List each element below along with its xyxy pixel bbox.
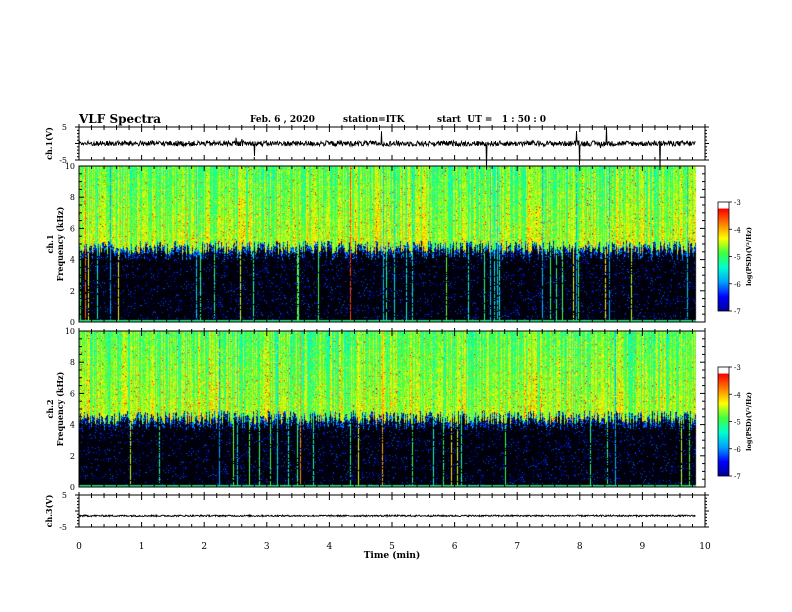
x-axis-label: Time (min) xyxy=(364,550,421,561)
y-tick-label: 5 xyxy=(62,123,67,132)
spectrogram-ch2-image xyxy=(79,331,705,487)
y-axis-label: ch.3(V) xyxy=(44,494,54,527)
x-tick-label: 5 xyxy=(389,542,395,552)
y-tick-label: 8 xyxy=(70,193,75,202)
spectrogram-ch1-image xyxy=(79,166,705,322)
y-tick-label: 10 xyxy=(65,162,75,171)
y-tick-label: 0 xyxy=(70,483,75,492)
y-axis-label: Frequency (kHz) xyxy=(55,371,65,446)
colorbar-tick-label: -3 xyxy=(734,199,741,207)
colorbar-tick-label: -3 xyxy=(734,364,741,372)
channel-label: ch.1 xyxy=(45,234,55,253)
start-time-label: start UT = 1 : 50 : 0 xyxy=(437,115,547,125)
x-tick-label: 0 xyxy=(76,542,82,552)
colorbar-tick-label: -6 xyxy=(734,446,741,454)
colorbar-tick-label: -5 xyxy=(734,254,741,262)
y-tick-label: -5 xyxy=(59,156,67,165)
x-tick-label: 2 xyxy=(201,542,207,552)
colorbar-label: log(PSD)(V²/Hz) xyxy=(745,227,753,286)
colorbar-gradient xyxy=(718,367,729,476)
y-axis-title-group: ch.2 Frequency (kHz) xyxy=(45,371,65,446)
y-tick-label: 0 xyxy=(70,318,75,327)
colorbar-tick-label: -7 xyxy=(734,308,741,316)
y-tick-label: 4 xyxy=(70,256,75,265)
y-tick-label: 8 xyxy=(70,358,75,367)
x-tick-label: 3 xyxy=(264,542,270,552)
colorbar-title-group: log(PSD)(V²/Hz) xyxy=(745,227,753,286)
colorbar-tick-label: -5 xyxy=(734,419,741,427)
y-tick-label: 2 xyxy=(70,452,75,461)
y-tick-label: -5 xyxy=(59,523,67,532)
y-tick-label: 4 xyxy=(70,421,75,430)
x-tick-label: 6 xyxy=(452,542,458,552)
station-label: station=ITK xyxy=(343,115,405,125)
x-tick-label: 4 xyxy=(327,542,333,552)
colorbar-tick-label: -4 xyxy=(734,226,741,234)
x-tick-label: 1 xyxy=(139,542,145,552)
x-tick-label: 7 xyxy=(514,542,520,552)
y-axis-title-group: ch.3(V) xyxy=(44,494,54,527)
x-tick-label: 9 xyxy=(640,542,646,552)
colorbar-label: log(PSD)(V²/Hz) xyxy=(745,392,753,451)
x-tick-label: 10 xyxy=(699,542,711,552)
y-axis-title-group: ch.1(V) xyxy=(44,127,54,160)
channel-label: ch.2 xyxy=(45,399,55,418)
x-tick-label: 8 xyxy=(577,542,583,552)
colorbar-tick-label: -6 xyxy=(734,281,741,289)
date-label: Feb. 6 , 2020 xyxy=(250,115,315,125)
y-tick-label: 6 xyxy=(70,224,75,233)
y-tick-label: 6 xyxy=(70,389,75,398)
y-axis-label: ch.1(V) xyxy=(44,127,54,160)
chart-title: VLF Spectra xyxy=(79,112,162,126)
colorbar-tick-label: -7 xyxy=(734,473,741,481)
colorbar-gradient xyxy=(718,202,729,311)
waveform-trace-ch1 xyxy=(78,126,696,170)
colorbar-tick-label: -4 xyxy=(734,391,741,399)
y-tick-label: 5 xyxy=(62,491,67,500)
y-tick-label: 10 xyxy=(65,327,75,336)
y-tick-label: 2 xyxy=(70,287,75,296)
y-axis-label: Frequency (kHz) xyxy=(55,206,65,281)
waveform-trace-ch3 xyxy=(78,513,696,519)
colorbar-title-group: log(PSD)(V²/Hz) xyxy=(745,392,753,451)
y-axis-title-group: ch.1 Frequency (kHz) xyxy=(45,206,65,281)
